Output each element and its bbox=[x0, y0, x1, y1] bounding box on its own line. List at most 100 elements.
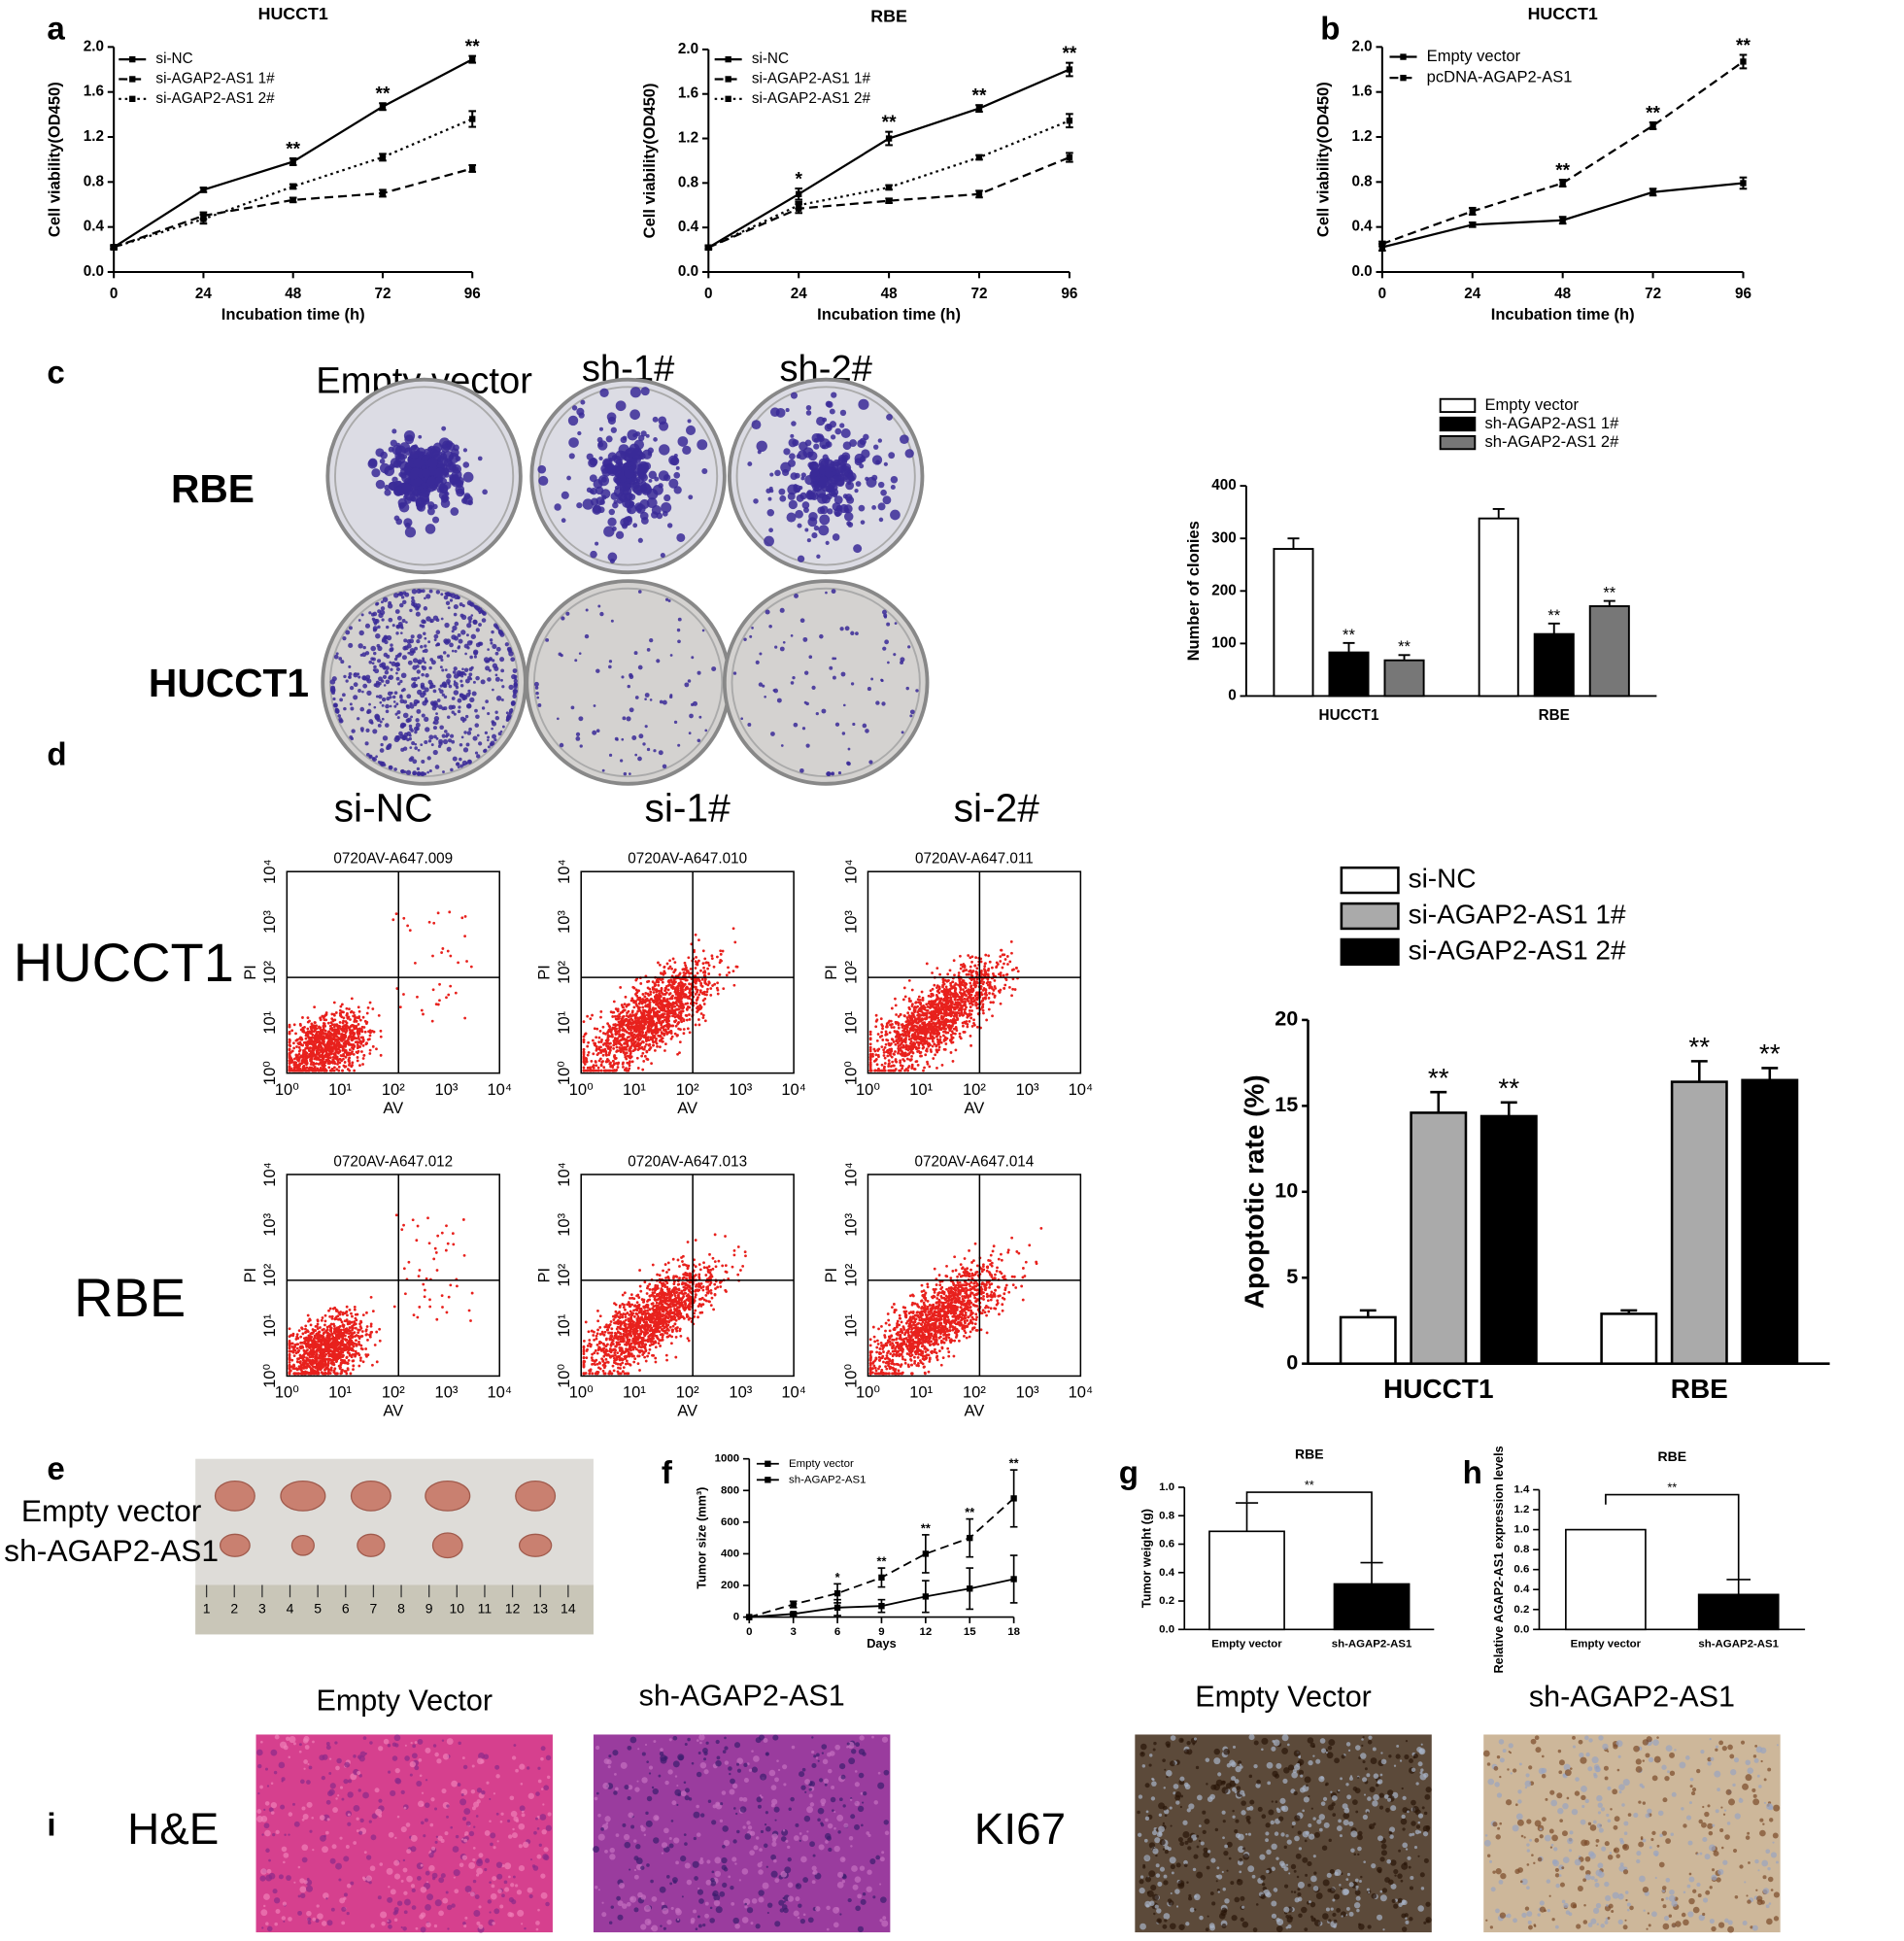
event-dot bbox=[637, 1035, 640, 1038]
colony bbox=[424, 644, 426, 647]
colony bbox=[395, 662, 400, 666]
event-dot bbox=[289, 1065, 291, 1068]
colony bbox=[467, 760, 472, 765]
colony bbox=[424, 606, 427, 610]
colony bbox=[698, 716, 701, 719]
colony bbox=[335, 708, 339, 712]
event-dot bbox=[303, 1062, 306, 1065]
event-dot bbox=[643, 1000, 646, 1003]
colony bbox=[780, 608, 785, 613]
event-dot bbox=[380, 1036, 383, 1039]
event-dot bbox=[368, 1038, 371, 1040]
point-marker bbox=[469, 116, 475, 121]
colony bbox=[647, 489, 658, 499]
event-dot bbox=[628, 1039, 630, 1042]
colony bbox=[659, 750, 663, 755]
event-dot bbox=[615, 1069, 618, 1072]
event-dot bbox=[650, 1028, 653, 1031]
colony bbox=[468, 728, 472, 732]
colony bbox=[559, 653, 562, 657]
colony bbox=[534, 682, 539, 687]
event-dot bbox=[323, 1038, 325, 1040]
colony bbox=[704, 730, 707, 732]
event-dot bbox=[441, 947, 444, 950]
colony bbox=[435, 712, 438, 715]
event-dot bbox=[699, 982, 702, 985]
y-tick-label: 1.2 bbox=[1351, 128, 1372, 145]
panel-letter: f bbox=[662, 1455, 673, 1491]
colony bbox=[385, 670, 389, 674]
event-dot bbox=[323, 1022, 326, 1025]
colony bbox=[576, 732, 580, 736]
event-dot bbox=[683, 984, 686, 987]
event-dot bbox=[308, 1048, 311, 1051]
colony bbox=[871, 505, 876, 510]
event-dot bbox=[310, 1063, 313, 1066]
colony bbox=[800, 618, 805, 623]
colony bbox=[487, 712, 490, 715]
event-dot bbox=[614, 1023, 617, 1026]
colony bbox=[373, 619, 378, 624]
event-dot bbox=[664, 987, 667, 990]
colony bbox=[644, 698, 647, 700]
colony bbox=[361, 691, 364, 694]
colony bbox=[434, 716, 439, 721]
colony bbox=[629, 453, 633, 458]
colony bbox=[568, 437, 579, 448]
y-tick-label: 0.8 bbox=[1351, 173, 1373, 189]
colony bbox=[629, 772, 631, 775]
colony bbox=[414, 746, 418, 750]
colony bbox=[395, 672, 398, 675]
colony bbox=[787, 513, 797, 523]
event-dot bbox=[654, 1049, 657, 1052]
event-dot bbox=[289, 1057, 291, 1060]
colony bbox=[400, 631, 403, 634]
event-dot bbox=[289, 1048, 291, 1051]
colony bbox=[458, 710, 460, 713]
point-marker bbox=[878, 1575, 884, 1581]
colony bbox=[598, 457, 602, 460]
event-dot bbox=[684, 993, 687, 996]
event-dot bbox=[638, 1003, 641, 1005]
y-axis-label: Apoptotic rate (%) bbox=[1239, 1074, 1269, 1309]
y-tick-label: 0.0 bbox=[1513, 1623, 1529, 1635]
y-tick-label: 2.0 bbox=[678, 41, 698, 57]
y-tick-label: 0 bbox=[1228, 688, 1237, 704]
colony bbox=[353, 672, 357, 677]
significance-label: ** bbox=[465, 37, 480, 57]
event-dot bbox=[682, 990, 685, 993]
event-dot bbox=[373, 1031, 376, 1034]
event-dot bbox=[613, 1054, 616, 1057]
event-dot bbox=[684, 1003, 687, 1005]
colony bbox=[473, 681, 476, 684]
colony bbox=[603, 526, 614, 536]
event-dot bbox=[660, 1008, 663, 1011]
event-dot bbox=[289, 1043, 291, 1046]
x-tick-label: 72 bbox=[971, 286, 988, 302]
colony bbox=[422, 665, 426, 670]
event-dot bbox=[294, 1070, 297, 1073]
colony bbox=[374, 714, 380, 720]
colony bbox=[871, 475, 877, 481]
colony bbox=[406, 694, 411, 698]
event-dot bbox=[720, 953, 723, 956]
event-dot bbox=[705, 990, 708, 993]
event-dot bbox=[595, 1028, 598, 1031]
y-tick-label: 200 bbox=[721, 1580, 739, 1591]
event-dot bbox=[703, 980, 706, 983]
y-tick-label: 0.0 bbox=[1351, 263, 1372, 280]
point-marker bbox=[1010, 1576, 1016, 1582]
colony bbox=[365, 624, 370, 629]
colony bbox=[893, 653, 896, 656]
colony bbox=[391, 428, 396, 433]
event-dot bbox=[339, 1021, 342, 1024]
colony bbox=[678, 436, 689, 447]
event-dot bbox=[599, 1030, 602, 1033]
y-tick-label: 0.6 bbox=[1159, 1539, 1174, 1550]
colony bbox=[358, 619, 361, 622]
significance-label: ** bbox=[1428, 1063, 1449, 1093]
point-marker bbox=[380, 190, 386, 196]
point-marker bbox=[1649, 189, 1655, 195]
colony bbox=[446, 673, 452, 679]
colony bbox=[427, 756, 431, 760]
